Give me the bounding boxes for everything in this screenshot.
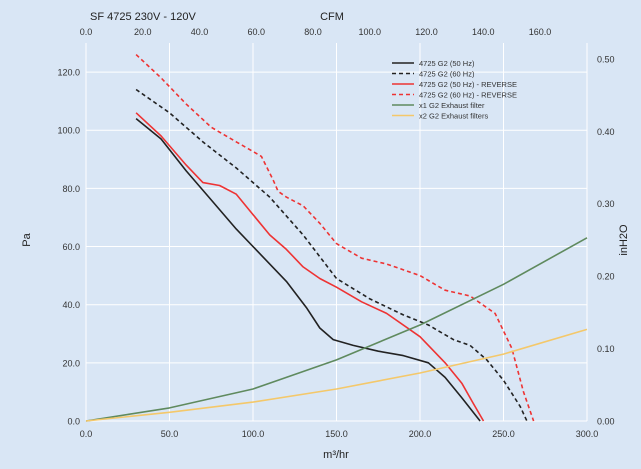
y-tick-label: 120.0 [57,68,80,78]
series-line-0 [135,117,481,422]
x-tick-label: 100.0 [242,429,265,439]
top-tick-label: 20.0 [134,27,152,37]
series-line-4 [85,237,588,422]
series-line-3 [135,54,535,422]
y-tick-label: 20.0 [62,358,80,368]
top-tick-label: 60.0 [247,27,265,37]
y-tick-label: 40.0 [62,300,80,310]
top-axis-label: CFM [320,11,344,23]
x-tick-label: 200.0 [409,429,432,439]
y-tick-label: 80.0 [62,184,80,194]
top-tick-label: 120.0 [415,27,438,37]
y-axis-label: Pa [21,232,33,246]
x-tick-label: 0.0 [80,429,93,439]
legend-label: 4725 G2 (60 Hz) [419,70,475,79]
legend-label: x1 G2 Exhaust filter [419,101,485,110]
x-axis-label: m³/hr [323,449,349,461]
y2-tick-label: 0.10 [597,344,615,354]
x-tick-label: 50.0 [161,429,179,439]
y2-tick-label: 0.20 [597,272,615,282]
legend: 4725 G2 (50 Hz) 4725 G2 (60 Hz)4725 G2 (5… [392,59,517,121]
y2-tick-label: 0.40 [597,127,615,137]
y2-axis-label: inH2O [618,224,630,256]
series-line-1 [135,88,528,422]
legend-label: 4725 G2 (50 Hz) [419,59,475,68]
chart-title: SF 4725 230V - 120V [90,11,196,23]
series-line-5 [85,328,588,422]
y-tick-label: 100.0 [57,126,80,136]
top-tick-label: 160.0 [529,27,552,37]
legend-label: x2 G2 Exhaust filters [419,112,488,121]
legend-label: 4725 G2 (60 Hz) - REVERSE [419,91,517,100]
top-tick-label: 80.0 [304,27,322,37]
legend-label: 4725 G2 (50 Hz) - REVERSE [419,80,517,89]
x-tick-label: 300.0 [576,429,599,439]
x-tick-label: 150.0 [325,429,348,439]
top-tick-label: 100.0 [358,27,381,37]
y-tick-label: 0.0 [67,417,80,427]
series-lines [85,54,588,422]
x-tick-label: 250.0 [492,429,515,439]
y-tick-label: 60.0 [62,242,80,252]
tick-labels: 0.0 20.0 40.0 60.0 80.0 100.0 120.0 0.0 50.0 100.… [57,27,614,439]
y2-tick-label: 0.00 [597,417,615,427]
y2-tick-label: 0.50 [597,54,615,64]
top-tick-label: 0.0 [80,27,93,37]
top-tick-label: 40.0 [191,27,209,37]
y2-tick-label: 0.30 [597,199,615,209]
series-line-2 [135,112,485,422]
grid [85,43,588,422]
top-tick-label: 140.0 [472,27,495,37]
